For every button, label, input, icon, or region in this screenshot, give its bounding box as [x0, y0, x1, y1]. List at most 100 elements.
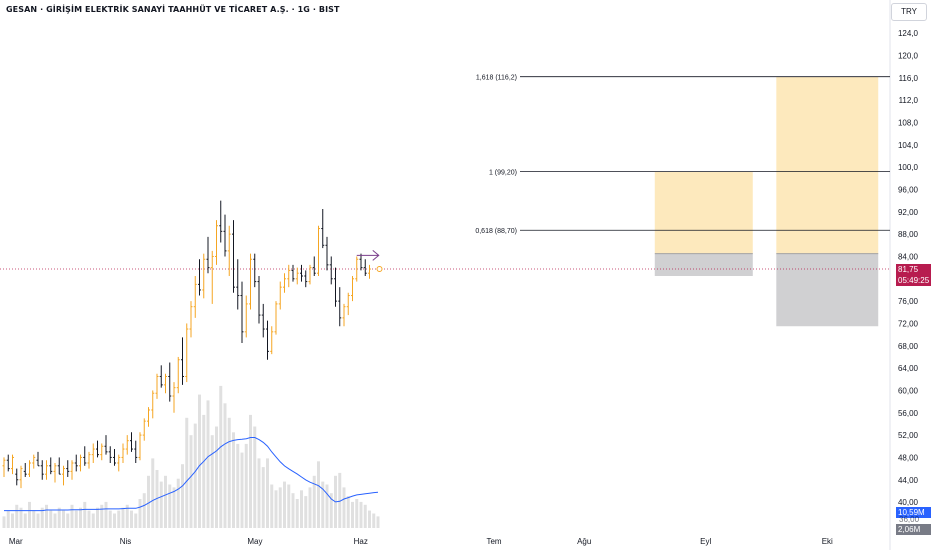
- volume-bar: [113, 513, 116, 528]
- volume-bar: [295, 499, 299, 528]
- x-tick-label: Eyl: [700, 537, 711, 546]
- y-tick-label: 116,0: [899, 74, 919, 83]
- volume-bar: [274, 490, 278, 528]
- dividend-marker-icon: [376, 266, 383, 273]
- y-tick-label: 108,0: [898, 118, 919, 127]
- volume-bar: [308, 487, 312, 528]
- bar-countdown: 05:49:25: [898, 276, 930, 285]
- y-tick-label: 96,00: [898, 185, 919, 194]
- volume-bar: [210, 435, 214, 528]
- y-tick-label: 72,00: [898, 319, 919, 328]
- volume-bar: [181, 464, 184, 528]
- volume-bar: [253, 426, 257, 528]
- target-zone: [776, 76, 879, 254]
- volume-bar: [372, 513, 376, 528]
- volume-bar: [11, 513, 14, 528]
- volume-bar: [87, 510, 91, 528]
- x-tick-label: Tem: [486, 537, 501, 546]
- volume-bar: [291, 493, 295, 528]
- y-tick-label: 104,0: [898, 141, 919, 150]
- volume-bar: [142, 493, 146, 528]
- volume-bar: [232, 432, 235, 528]
- volume-bar: [376, 516, 380, 528]
- volume-bar: [138, 499, 142, 528]
- x-tick-label: Ağu: [577, 537, 591, 546]
- volume-bar: [227, 417, 231, 528]
- volume-bar: [53, 513, 57, 528]
- volume-ma-line: [4, 437, 379, 512]
- volume-bar: [198, 394, 201, 528]
- y-tick-label: 52,00: [898, 431, 919, 440]
- volume-bar: [219, 385, 223, 528]
- volume-bar: [325, 484, 329, 528]
- volume-bar: [240, 452, 244, 528]
- volume-bar: [36, 513, 40, 528]
- volume-bar: [329, 493, 333, 528]
- x-tick-label: Mar: [9, 537, 23, 546]
- volume-bar: [23, 513, 27, 528]
- volume-bar: [6, 510, 10, 528]
- x-tick-label: Eki: [822, 537, 833, 546]
- volume-bar: [342, 487, 346, 528]
- volume-avg-badge: 10,59M: [896, 507, 931, 518]
- volume-bar: [117, 510, 121, 528]
- y-tick-label: 124,0: [898, 29, 919, 38]
- volume-bar: [49, 510, 53, 528]
- volume-bar: [155, 470, 159, 528]
- volume-bar: [19, 507, 23, 528]
- price-axis-partial-tick: 36,00: [899, 515, 920, 524]
- volume-bar: [351, 501, 354, 528]
- volume-bar: [338, 472, 342, 528]
- volume-bar: [66, 513, 70, 528]
- volume-bar: [40, 507, 44, 528]
- volume-bar: [134, 513, 138, 528]
- volume-bar: [164, 475, 167, 528]
- volume-bar: [57, 507, 61, 528]
- projection-arrow: [356, 249, 380, 261]
- volume-bar: [321, 481, 325, 528]
- volume-bar: [168, 484, 172, 528]
- last-price-value: 81,75: [898, 265, 919, 274]
- symbol-title: GESAN · GİRİŞİM ELEKTRİK SANAYİ TAAHHÜT …: [6, 5, 340, 14]
- volume-bar: [91, 513, 95, 528]
- volume-bar: [261, 467, 265, 528]
- volume-bar: [368, 510, 371, 528]
- volume-bar: [104, 501, 108, 528]
- fib-level-label: 1,618 (116,2): [476, 75, 517, 82]
- volume-bar: [28, 501, 31, 528]
- volume-bar: [300, 490, 303, 528]
- fib-level-label: 0,618 (88,70): [475, 228, 517, 235]
- volume-bar: [355, 499, 359, 528]
- volume-bar: [346, 496, 350, 528]
- volume-bar: [185, 417, 189, 528]
- volume-bar: [244, 443, 248, 528]
- volume-bar: [15, 504, 19, 528]
- y-tick-label: 60,00: [898, 386, 919, 395]
- y-tick-label: 44,00: [898, 476, 919, 485]
- volume-bar: [100, 504, 104, 528]
- volume-bar: [304, 496, 308, 528]
- y-tick-label: 112,0: [899, 96, 919, 105]
- volume-bar: [206, 400, 210, 528]
- y-tick-label: 100,0: [898, 163, 919, 172]
- volume-bar: [202, 414, 206, 528]
- y-tick-label: 76,00: [898, 297, 919, 306]
- volume-bar: [236, 443, 240, 528]
- x-tick-label: Haz: [354, 537, 368, 546]
- y-tick-label: 84,00: [898, 252, 919, 261]
- stop-zone: [776, 253, 879, 327]
- volume-bar: [215, 426, 218, 528]
- volume-bar: [125, 504, 129, 528]
- volume-bar: [96, 507, 99, 528]
- volume-bar: [223, 403, 227, 528]
- volume-bar: [249, 414, 252, 528]
- y-tick-label: 64,00: [898, 364, 919, 373]
- volume-bar: [32, 510, 36, 528]
- volume-bar: [317, 461, 320, 528]
- volume-bar: [130, 510, 133, 528]
- volume-bar: [266, 458, 269, 528]
- volume-bar: [108, 510, 112, 528]
- y-tick-label: 40,00: [898, 498, 919, 507]
- currency-button[interactable]: TRY: [891, 3, 927, 21]
